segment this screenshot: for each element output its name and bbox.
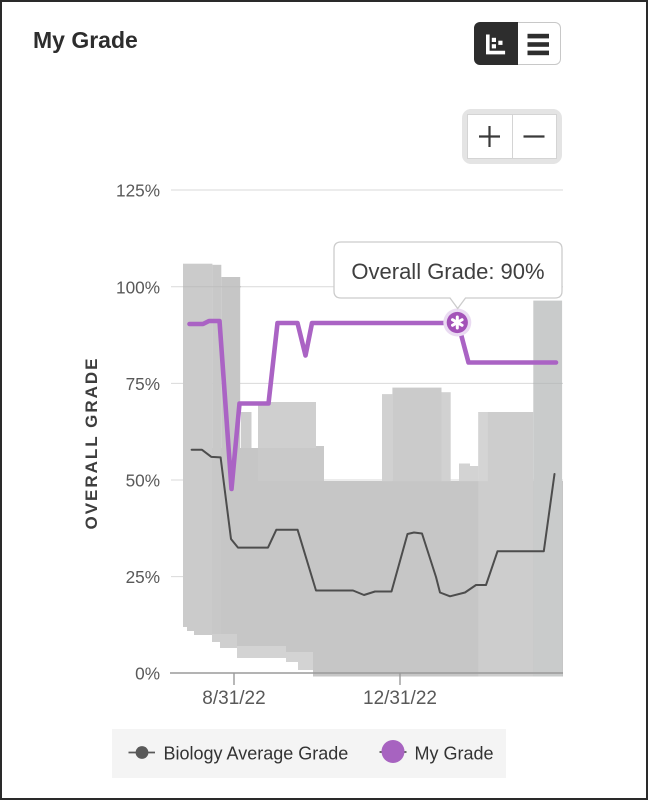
svg-text:12/31/22: 12/31/22 (363, 688, 437, 709)
svg-text:0%: 0% (135, 664, 160, 684)
svg-text:My Grade: My Grade (415, 744, 494, 764)
svg-text:25%: 25% (126, 567, 160, 587)
svg-text:8/31/22: 8/31/22 (202, 688, 265, 709)
svg-text:125%: 125% (116, 181, 160, 201)
svg-text:Overall Grade: 90%: Overall Grade: 90% (351, 259, 544, 284)
svg-text:75%: 75% (126, 374, 160, 394)
svg-text:50%: 50% (126, 471, 160, 491)
svg-text:Biology Average Grade: Biology Average Grade (164, 744, 349, 764)
svg-text:OVERALL GRADE: OVERALL GRADE (82, 356, 101, 529)
svg-text:100%: 100% (116, 277, 160, 297)
